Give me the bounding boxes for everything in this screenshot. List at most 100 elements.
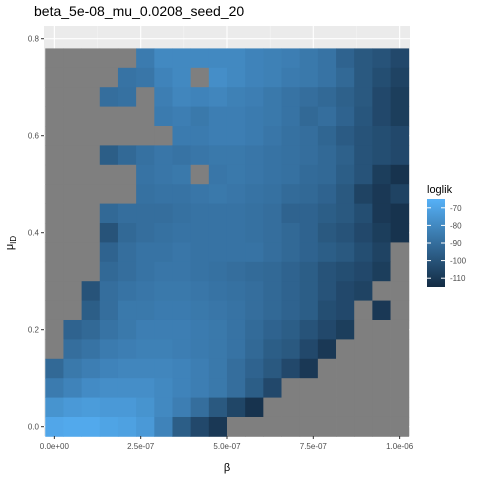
x-tick-label: 0.0e+00 (40, 442, 70, 451)
heatmap-tile (136, 417, 155, 437)
heatmap-tile (136, 281, 155, 301)
heatmap-tile (209, 184, 228, 204)
y-tick-label: 0.4 (28, 229, 40, 238)
heatmap-tile (318, 320, 337, 340)
heatmap-tile (282, 184, 301, 204)
heatmap-tile (318, 301, 337, 321)
heatmap-tile-na (45, 48, 64, 68)
heatmap-tile (263, 204, 282, 224)
heatmap-tile (136, 398, 155, 418)
heatmap-tile-na (118, 48, 137, 68)
heatmap-tile (263, 320, 282, 340)
heatmap-tile (300, 301, 319, 321)
heatmap-tile (209, 378, 228, 398)
chart-title: beta_5e-08_mu_0.0208_seed_20 (34, 3, 244, 19)
heatmap-tile (372, 107, 391, 127)
heatmap-tile (63, 320, 82, 340)
heatmap-tile-na (354, 417, 373, 437)
heatmap-tile (372, 184, 391, 204)
heatmap-tile-na (318, 378, 337, 398)
heatmap-tile (136, 48, 155, 68)
heatmap-tile-na (82, 48, 101, 68)
heatmap-tile-na (372, 398, 391, 418)
heatmap-tile-na (118, 184, 137, 204)
heatmap-tile-na (82, 242, 101, 262)
heatmap-tile (245, 223, 264, 243)
heatmap-tile (82, 398, 101, 418)
heatmap-tile (245, 378, 264, 398)
heatmap-tile (209, 262, 228, 282)
y-tick-label: 0.8 (28, 35, 40, 44)
heatmap-tile-na (63, 165, 82, 185)
heatmap-tile (172, 145, 191, 165)
heatmap-tile (227, 339, 246, 359)
heatmap-tile (300, 87, 319, 107)
heatmap-tile (172, 359, 191, 379)
heatmap-tile (191, 398, 210, 418)
heatmap-tile (300, 107, 319, 127)
heatmap-tile-na (63, 107, 82, 127)
heatmap-tile (336, 320, 355, 340)
heatmap-tile-na (63, 281, 82, 301)
heatmap-tile (118, 378, 137, 398)
heatmap-tile (118, 301, 137, 321)
heatmap-tile-na (100, 184, 119, 204)
heatmap-tile-na (82, 145, 101, 165)
heatmap-tile (300, 262, 319, 282)
heatmap-tile (172, 107, 191, 127)
heatmap-tile (154, 145, 173, 165)
heatmap-tile-na (63, 87, 82, 107)
heatmap-tile (154, 398, 173, 418)
heatmap-tile (318, 184, 337, 204)
heatmap-tiles (45, 48, 409, 436)
heatmap-tile (136, 68, 155, 88)
heatmap-tile (154, 301, 173, 321)
heatmap-tile-na (391, 417, 410, 437)
heatmap-tile (191, 359, 210, 379)
heatmap-tile (391, 107, 410, 127)
heatmap-tile (227, 107, 246, 127)
heatmap-tile (209, 204, 228, 224)
heatmap-tile (263, 301, 282, 321)
heatmap-tile (172, 301, 191, 321)
heatmap-tile (354, 48, 373, 68)
heatmap-tile-na (391, 242, 410, 262)
heatmap-tile (100, 417, 119, 437)
heatmap-tile (172, 378, 191, 398)
heatmap-tile-na (372, 339, 391, 359)
heatmap-tile (263, 242, 282, 262)
heatmap-tile (336, 242, 355, 262)
heatmap-tile (245, 184, 264, 204)
heatmap-tile-na (318, 417, 337, 437)
heatmap-tile (172, 320, 191, 340)
heatmap-tile (191, 301, 210, 321)
heatmap-tile-na (63, 223, 82, 243)
heatmap-tile (282, 359, 301, 379)
heatmap-tile (136, 378, 155, 398)
heatmap-tile (336, 204, 355, 224)
heatmap-tile (245, 107, 264, 127)
heatmap-tile (118, 262, 137, 282)
heatmap-tile-na (336, 339, 355, 359)
heatmap-tile (318, 165, 337, 185)
heatmap-tile (336, 107, 355, 127)
heatmap-tile (300, 68, 319, 88)
heatmap-tile (82, 281, 101, 301)
heatmap-tile (227, 48, 246, 68)
legend-tick-label: -70 (450, 204, 462, 213)
heatmap-tile (118, 242, 137, 262)
heatmap-tile (372, 301, 391, 321)
heatmap-tile-na (391, 359, 410, 379)
y-axis-title-sub: ID (9, 236, 18, 244)
heatmap-tile (354, 242, 373, 262)
heatmap-tile (245, 320, 264, 340)
heatmap-tile (227, 126, 246, 146)
heatmap-tile (318, 242, 337, 262)
heatmap-tile (282, 145, 301, 165)
heatmap-tile (300, 242, 319, 262)
heatmap-tile (318, 339, 337, 359)
heatmap-tile (318, 262, 337, 282)
heatmap-tile (209, 359, 228, 379)
heatmap-tile (391, 184, 410, 204)
